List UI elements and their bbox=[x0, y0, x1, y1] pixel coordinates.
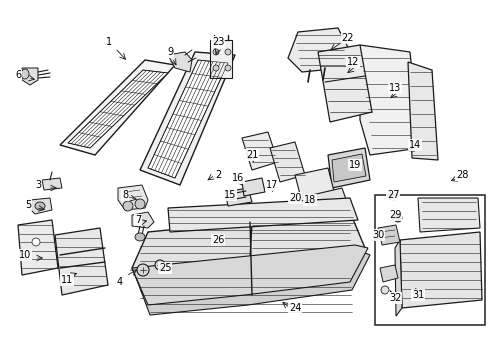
Polygon shape bbox=[224, 188, 251, 206]
Polygon shape bbox=[118, 185, 148, 210]
Text: 8: 8 bbox=[122, 190, 128, 200]
Text: 20: 20 bbox=[288, 193, 301, 203]
Ellipse shape bbox=[135, 233, 145, 241]
Text: 9: 9 bbox=[166, 47, 173, 57]
Ellipse shape bbox=[123, 201, 133, 211]
Text: 30: 30 bbox=[371, 230, 384, 240]
Polygon shape bbox=[132, 245, 367, 305]
Polygon shape bbox=[407, 62, 437, 160]
Polygon shape bbox=[135, 250, 369, 315]
Text: 18: 18 bbox=[303, 195, 315, 205]
Text: 12: 12 bbox=[346, 57, 359, 67]
Ellipse shape bbox=[32, 238, 40, 246]
Polygon shape bbox=[168, 52, 192, 72]
Text: 29: 29 bbox=[388, 210, 400, 220]
Text: 5: 5 bbox=[25, 200, 31, 210]
Polygon shape bbox=[294, 168, 334, 202]
Text: 32: 32 bbox=[388, 293, 400, 303]
Ellipse shape bbox=[213, 65, 219, 71]
Polygon shape bbox=[359, 45, 419, 155]
Ellipse shape bbox=[224, 49, 230, 55]
Polygon shape bbox=[55, 228, 108, 295]
Text: 21: 21 bbox=[245, 150, 258, 160]
Polygon shape bbox=[311, 188, 347, 212]
Polygon shape bbox=[60, 60, 175, 155]
Text: 14: 14 bbox=[408, 140, 420, 150]
Text: 26: 26 bbox=[211, 235, 224, 245]
Text: 11: 11 bbox=[61, 275, 73, 285]
Text: 10: 10 bbox=[19, 250, 31, 260]
Polygon shape bbox=[379, 265, 397, 282]
Polygon shape bbox=[148, 60, 227, 178]
Text: 27: 27 bbox=[386, 190, 398, 200]
Bar bbox=[209, 40, 231, 78]
Text: 15: 15 bbox=[224, 190, 236, 200]
Polygon shape bbox=[42, 178, 62, 190]
Text: 1: 1 bbox=[106, 37, 112, 47]
Text: 13: 13 bbox=[388, 83, 400, 93]
Text: 28: 28 bbox=[455, 170, 467, 180]
Polygon shape bbox=[140, 52, 235, 185]
Text: 31: 31 bbox=[411, 290, 423, 300]
Polygon shape bbox=[242, 178, 264, 196]
Text: 2: 2 bbox=[214, 170, 221, 180]
Text: 25: 25 bbox=[159, 263, 171, 273]
Ellipse shape bbox=[135, 199, 145, 209]
Text: 19: 19 bbox=[348, 160, 360, 170]
Polygon shape bbox=[287, 28, 351, 72]
Ellipse shape bbox=[21, 69, 29, 79]
Ellipse shape bbox=[224, 65, 230, 71]
Text: 24: 24 bbox=[288, 303, 301, 313]
Text: 6: 6 bbox=[15, 70, 21, 80]
Polygon shape bbox=[18, 220, 58, 275]
Polygon shape bbox=[132, 222, 267, 305]
Polygon shape bbox=[28, 198, 52, 214]
Polygon shape bbox=[327, 148, 369, 188]
Ellipse shape bbox=[393, 214, 401, 222]
Polygon shape bbox=[68, 70, 168, 148]
Ellipse shape bbox=[155, 260, 164, 270]
Text: 4: 4 bbox=[117, 277, 123, 287]
Polygon shape bbox=[331, 154, 365, 182]
Text: 22: 22 bbox=[341, 33, 353, 43]
Polygon shape bbox=[377, 225, 399, 245]
Polygon shape bbox=[269, 142, 305, 182]
Ellipse shape bbox=[137, 264, 149, 276]
Polygon shape bbox=[242, 132, 278, 170]
Polygon shape bbox=[168, 198, 357, 232]
Polygon shape bbox=[317, 45, 371, 122]
Text: 7: 7 bbox=[135, 215, 141, 225]
Polygon shape bbox=[22, 68, 38, 85]
Text: 3: 3 bbox=[35, 180, 41, 190]
Text: 23: 23 bbox=[211, 37, 224, 47]
Text: 16: 16 bbox=[231, 173, 244, 183]
Polygon shape bbox=[399, 232, 481, 308]
Ellipse shape bbox=[213, 49, 219, 55]
Polygon shape bbox=[249, 212, 364, 295]
Ellipse shape bbox=[380, 286, 388, 294]
Polygon shape bbox=[417, 198, 479, 232]
Bar bbox=[374, 195, 484, 325]
Ellipse shape bbox=[35, 202, 45, 210]
Text: 17: 17 bbox=[265, 180, 278, 190]
Polygon shape bbox=[132, 212, 154, 228]
Polygon shape bbox=[394, 240, 401, 316]
